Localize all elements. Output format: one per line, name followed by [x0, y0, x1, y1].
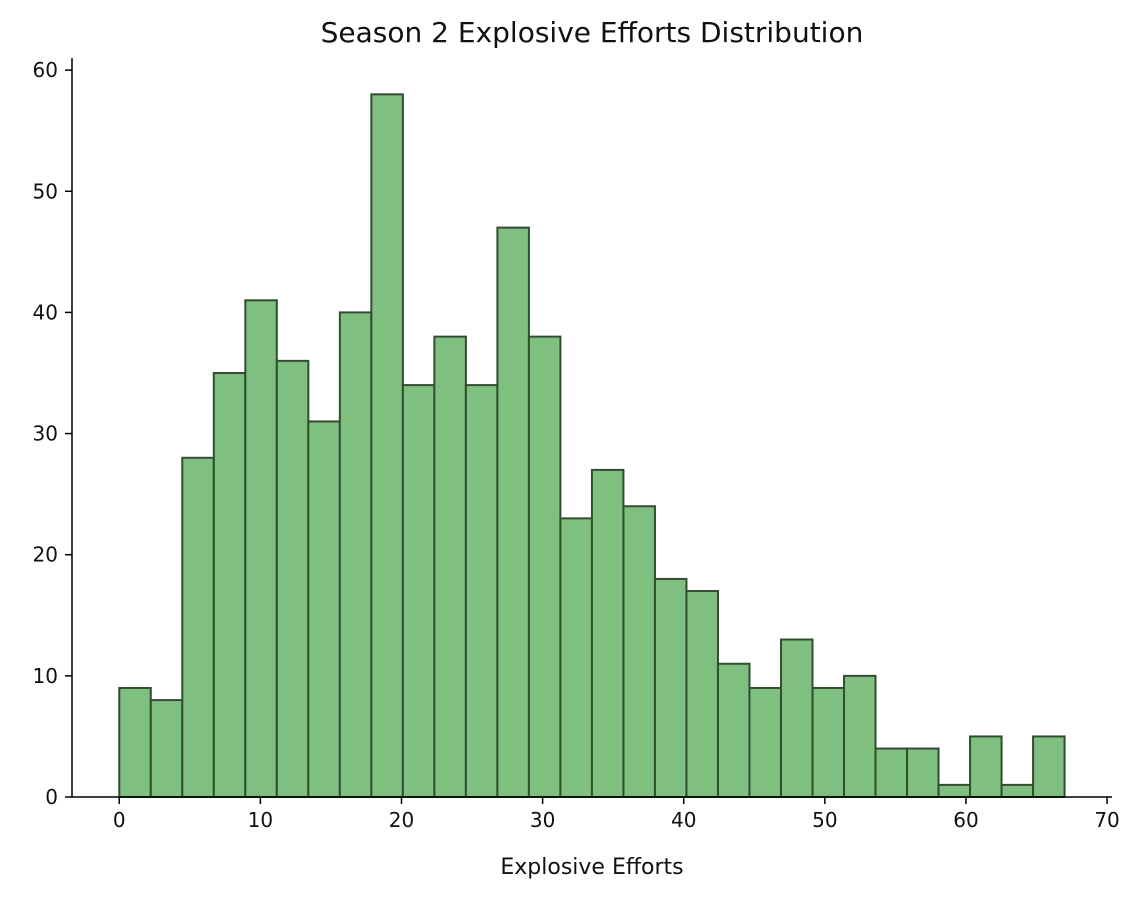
y-tick-label: 50 — [33, 179, 58, 203]
histogram-bar — [748, 686, 782, 799]
axes-group: 0 10 20 30 40 50 60 70 0 10 20 30 40 50 60 — [33, 58, 1120, 832]
bars-group — [118, 93, 1066, 799]
histogram-bar — [433, 335, 467, 798]
histogram-bar — [843, 674, 877, 799]
histogram-bar — [937, 783, 972, 799]
chart-title: Season 2 Explosive Efforts Distribution — [321, 16, 864, 49]
histogram-bar — [559, 517, 593, 798]
y-tick-label: 10 — [33, 664, 58, 688]
histogram-bar — [969, 735, 1003, 798]
histogram-bar — [779, 638, 814, 798]
y-tick-label: 60 — [33, 58, 58, 82]
histogram-bar — [622, 505, 656, 798]
x-tick-label: 30 — [530, 808, 555, 832]
histogram-bar — [338, 311, 373, 798]
histogram-bar — [874, 747, 909, 798]
histogram-bar — [275, 359, 310, 798]
x-tick-label: 40 — [671, 808, 696, 832]
x-tick-label: 20 — [389, 808, 414, 832]
histogram-bar — [685, 590, 719, 799]
histogram-bar — [906, 747, 940, 798]
x-tick-label: 50 — [812, 808, 837, 832]
x-tick-label: 60 — [953, 808, 978, 832]
histogram-bar — [370, 93, 404, 799]
histogram-bar — [307, 420, 341, 798]
histogram-bar — [244, 299, 278, 798]
histogram-bar — [590, 468, 625, 798]
x-axis-label: Explosive Efforts — [500, 855, 683, 880]
histogram-bar — [212, 371, 247, 798]
histogram-bar — [1032, 735, 1066, 798]
histogram-bar — [496, 226, 530, 798]
y-tick-label: 40 — [33, 300, 58, 324]
y-tick-label: 0 — [45, 785, 58, 809]
histogram-bar — [653, 577, 688, 799]
histogram-bar — [1000, 783, 1035, 799]
y-tick-label: 20 — [33, 543, 58, 567]
histogram-bar — [464, 384, 499, 798]
histogram-bar — [527, 335, 562, 798]
histogram-bar — [149, 699, 184, 798]
x-tick-label: 0 — [113, 808, 126, 832]
y-tick-label: 30 — [33, 422, 58, 446]
histogram-bar — [811, 686, 846, 799]
histogram-bar — [181, 456, 215, 798]
x-tick-label: 70 — [1094, 808, 1119, 832]
histogram-bar — [716, 662, 751, 799]
histogram-bar — [118, 686, 152, 799]
histogram-bar — [401, 384, 436, 798]
x-tick-label: 10 — [248, 808, 273, 832]
